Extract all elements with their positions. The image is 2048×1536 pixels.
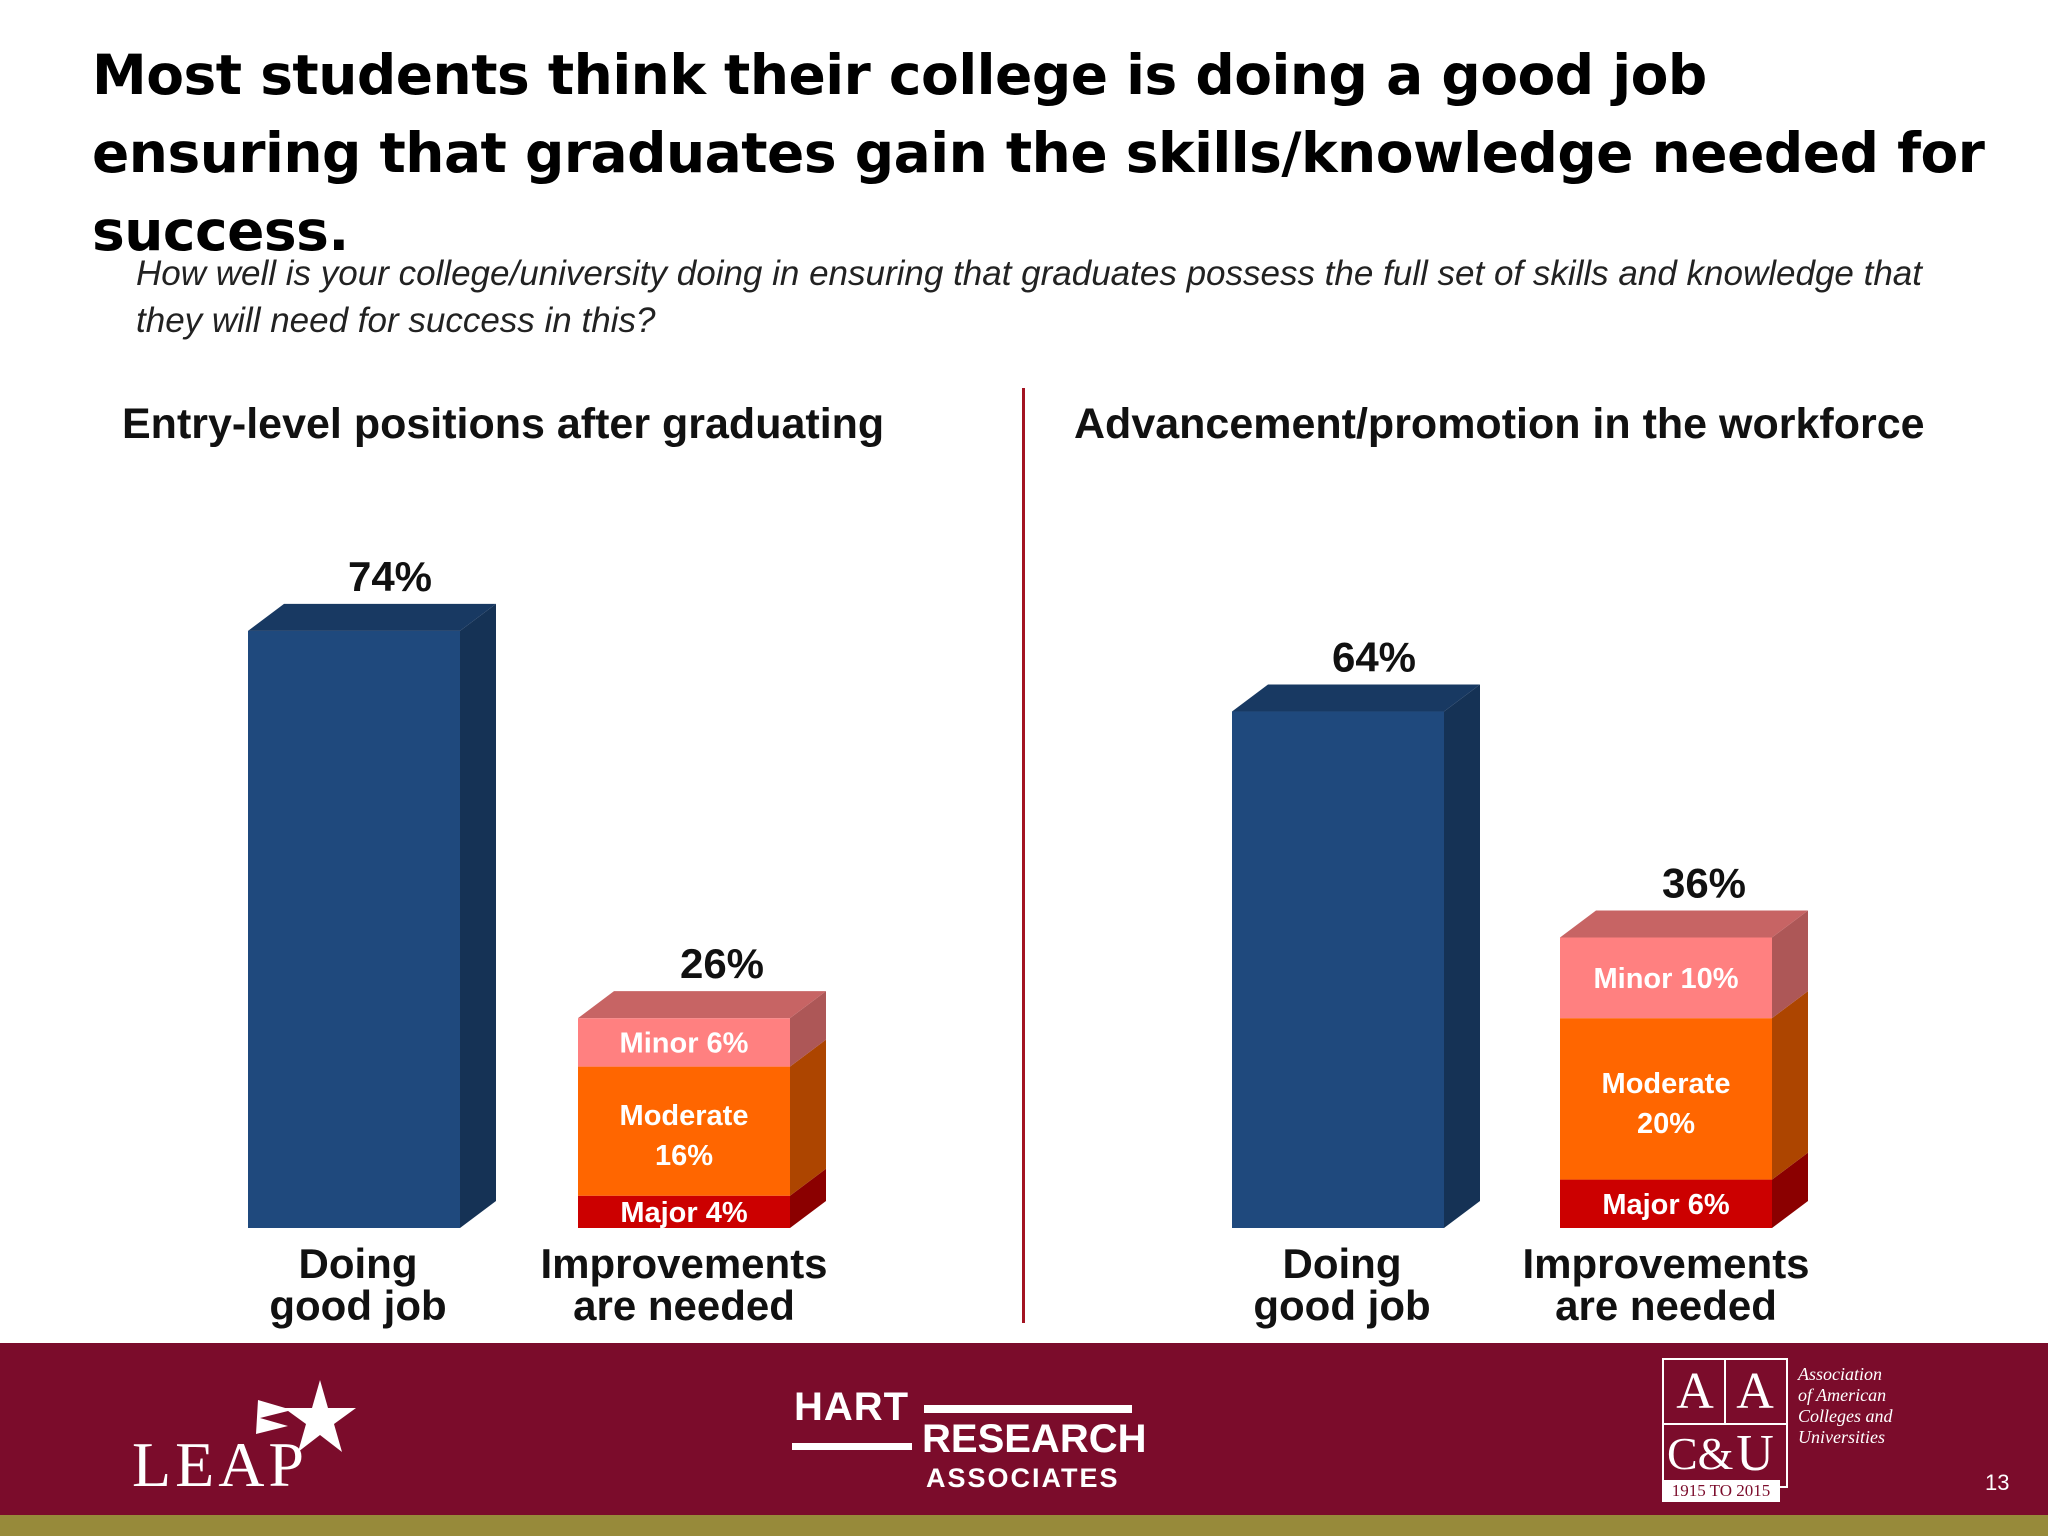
page-number: 13: [1985, 1470, 2010, 1495]
right-segment-label-major: Major 6%: [1602, 1189, 1730, 1221]
hart-line-top: [924, 1405, 1132, 1413]
left-bar-good-side: [460, 603, 496, 1228]
left-category-label-1: Doing: [299, 1240, 418, 1287]
left-segment-label-moderate: Moderate: [620, 1100, 749, 1132]
left-bar-good: [248, 630, 460, 1228]
left-category-label-2: Improvements: [540, 1240, 827, 1287]
leap-logo: LEAP: [132, 1429, 308, 1500]
right-bar-moderate-side: [1772, 991, 1808, 1180]
left-total-label-good: 74%: [348, 553, 432, 600]
right-bar-moderate: [1560, 1018, 1772, 1180]
aacu-name-line: of American: [1798, 1385, 1887, 1405]
right-bar-minor-side: [1772, 910, 1808, 1019]
left-category-label-2-line2: are needed: [573, 1282, 795, 1329]
right-bar-major-side: [1772, 1152, 1808, 1228]
right-category-label-1-line2: good job: [1253, 1282, 1430, 1329]
aacu-letter-2: A: [1736, 1363, 1774, 1420]
left-bar-good-top: [248, 603, 496, 631]
left-bar-minor-side: [790, 991, 826, 1067]
left-bar-moderate-side: [790, 1039, 826, 1196]
right-total-label-good: 64%: [1332, 634, 1416, 681]
aacu-name-line: Universities: [1798, 1427, 1885, 1447]
right-bar-minor-top: [1560, 910, 1808, 938]
survey-question: How well is your college/university doin…: [136, 254, 1922, 340]
chart-right-title: Advancement/promotion in the workforce: [1074, 400, 1925, 448]
left-bar-minor: [578, 1018, 790, 1067]
right-bar-minor: [1560, 937, 1772, 1019]
right-category-label-2-line2: are needed: [1555, 1282, 1777, 1329]
aacu-name-line: Colleges and: [1798, 1406, 1893, 1426]
panel-divider: [1022, 388, 1025, 1323]
right-category-label-1: Doing: [1283, 1240, 1402, 1287]
right-segment-label-moderate-value: 20%: [1637, 1108, 1695, 1140]
left-bar-major-side: [790, 1168, 826, 1228]
right-total-label-improvements: 36%: [1662, 859, 1746, 906]
aacu-letter-3: C&: [1667, 1428, 1734, 1479]
aacu-letter-4: U: [1736, 1425, 1774, 1482]
aacu-name-line: Association: [1798, 1364, 1882, 1384]
aacu-logo: A A C& U: [1662, 1358, 1788, 1488]
left-segment-label-major: Major 4%: [620, 1197, 748, 1229]
aacu-rule-vertical: [1724, 1360, 1726, 1423]
left-category-label-1-line2: good job: [269, 1282, 446, 1329]
right-segment-label-moderate: Moderate: [1602, 1068, 1731, 1100]
aacu-rule-horizontal: [1664, 1423, 1786, 1425]
aacu-name: Association of American Colleges and Uni…: [1798, 1364, 1938, 1448]
chart-left-title: Entry-level positions after graduating: [122, 400, 885, 448]
aacu-years: 1915 TO 2015: [1662, 1480, 1780, 1502]
left-segment-label-minor: Minor 6%: [620, 1027, 749, 1059]
right-bar-good: [1232, 711, 1444, 1228]
aacu-letter-1: A: [1676, 1363, 1714, 1420]
hart-research-logo: HART RESEARCH ASSOCIATES: [788, 1385, 1148, 1495]
left-bar-major: [578, 1195, 790, 1228]
footer-stripe: [0, 1515, 2048, 1536]
right-segment-label-minor: Minor 10%: [1593, 963, 1738, 995]
left-bar-minor-top: [578, 991, 826, 1019]
research-word: RESEARCH: [922, 1417, 1147, 1461]
right-bar-good-top: [1232, 684, 1480, 712]
right-category-label-2: Improvements: [1522, 1240, 1809, 1287]
left-total-label-improvements: 26%: [680, 940, 764, 987]
hart-line-bottom: [792, 1443, 912, 1450]
leap-star-icon: [256, 1380, 356, 1452]
associates-word: ASSOCIATES: [926, 1463, 1120, 1493]
right-bar-major: [1560, 1179, 1772, 1228]
slide-title: Most students think their college is doi…: [92, 43, 1985, 263]
right-bar-good-side: [1444, 684, 1480, 1228]
left-segment-label-moderate-value: 16%: [655, 1140, 713, 1172]
hart-word: HART: [794, 1385, 910, 1429]
left-bar-moderate: [578, 1066, 790, 1196]
